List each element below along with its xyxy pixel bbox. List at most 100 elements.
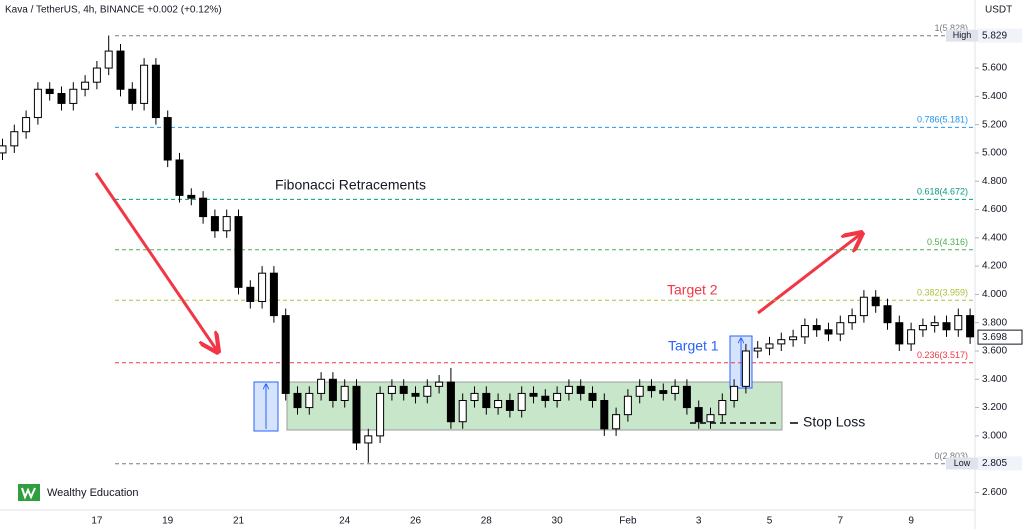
candle-body: [45, 88, 54, 95]
fib-label: 0.786(5.181): [917, 115, 968, 125]
y-tick-label: 4.600: [982, 204, 1007, 215]
candle-body: [163, 117, 172, 161]
candle-body: [789, 336, 798, 341]
candle-body: [387, 385, 396, 394]
candle-body: [848, 315, 857, 324]
x-tick-label: 3: [696, 516, 702, 527]
price-label-tag: [946, 29, 978, 42]
candle-body: [765, 343, 774, 349]
candle-body: [883, 305, 892, 324]
candle-body: [482, 392, 491, 409]
candle-body: [966, 315, 975, 338]
candle-body: [269, 272, 278, 317]
up-arrow: [757, 233, 862, 315]
stop-loss-label: Stop Loss: [803, 414, 865, 430]
candle-body: [824, 329, 833, 335]
candle-body: [317, 378, 326, 394]
candle-body: [246, 286, 255, 302]
price-label-value: 5.829: [982, 30, 1007, 41]
candle-body: [222, 216, 231, 232]
candle-body: [671, 385, 680, 394]
target-1-label: Target 1: [668, 338, 719, 354]
candle-body: [612, 414, 621, 430]
annotation-shapes: [94, 172, 862, 432]
candle-body: [0, 145, 7, 154]
candle-body: [140, 64, 149, 104]
candle-body: [281, 315, 290, 394]
candle-body: [92, 67, 101, 83]
x-tick-label: 7: [838, 516, 844, 527]
price-label-tag: [946, 457, 978, 470]
candle-body: [22, 117, 31, 133]
candle-body: [718, 400, 727, 416]
candle-body: [647, 385, 656, 392]
candle-body: [399, 385, 408, 394]
logo-text: Wealthy Education: [47, 487, 139, 499]
candle-body: [104, 50, 113, 69]
candle-body: [328, 378, 337, 402]
candle-body: [836, 322, 845, 335]
y-tick-label: 4.000: [982, 289, 1007, 300]
candle-body: [907, 329, 916, 345]
candle-body: [954, 315, 963, 331]
price-label-name: High: [953, 30, 972, 40]
x-tick-label: 26: [410, 516, 422, 527]
x-tick-label: Feb: [619, 516, 637, 527]
candle-body: [293, 392, 302, 409]
candle-body: [352, 385, 361, 444]
candle-body: [859, 296, 868, 317]
candle-body: [340, 385, 349, 402]
candle-body: [234, 216, 243, 288]
candle-body: [57, 93, 66, 104]
candle-body: [128, 88, 137, 104]
candle-body: [258, 272, 267, 302]
y-tick-label: 3.800: [982, 317, 1007, 328]
candle-body: [564, 385, 573, 394]
y-tick-label: 5.600: [982, 63, 1007, 74]
candle-body: [588, 392, 597, 402]
y-tick-label: 5.400: [982, 91, 1007, 102]
candle-body: [635, 385, 644, 397]
candle-body: [505, 400, 514, 411]
candle-body: [753, 347, 762, 352]
candle-body: [730, 385, 739, 402]
candle-body: [576, 385, 585, 394]
candle-body: [553, 392, 562, 402]
price-label-value: 3.698: [982, 332, 1007, 343]
candle-body: [494, 400, 503, 409]
fib-title: Fibonacci Retracements: [275, 177, 426, 193]
y-tick-label: 2.600: [982, 487, 1007, 498]
y-tick-label: 4.200: [982, 261, 1007, 272]
candle-body: [305, 392, 314, 409]
price-label-value: 2.805: [982, 458, 1007, 469]
candle-body: [69, 88, 78, 104]
y-tick-label: 3.000: [982, 431, 1007, 442]
candle-body: [423, 385, 432, 397]
price-label-box: [978, 456, 1022, 471]
x-tick-label: 28: [481, 516, 493, 527]
candle-body: [659, 390, 668, 394]
candle-body: [151, 64, 160, 119]
x-tick-label: 19: [162, 516, 174, 527]
x-tick-label: 21: [233, 516, 245, 527]
candle-body: [81, 81, 90, 90]
candle-body: [694, 407, 703, 423]
candle-body: [116, 50, 125, 90]
candle-body: [529, 392, 538, 397]
y-tick-label: 4.400: [982, 232, 1007, 243]
target-2-label: Target 2: [667, 282, 718, 298]
candle-body: [800, 325, 809, 338]
candle-body: [470, 392, 479, 402]
candle-body: [706, 414, 715, 423]
y-tick-label: 5.200: [982, 119, 1007, 130]
candle-body: [199, 197, 208, 218]
fib-label: 0.618(4.672): [917, 187, 968, 197]
y-tick-label: 3.600: [982, 346, 1007, 357]
y-tick-label: 4.800: [982, 176, 1007, 187]
fib-label: 1(5.828): [934, 23, 968, 33]
down-arrow: [94, 172, 218, 352]
x-tick-label: 24: [339, 516, 351, 527]
candle-body: [682, 385, 691, 409]
candle-body: [517, 392, 526, 411]
